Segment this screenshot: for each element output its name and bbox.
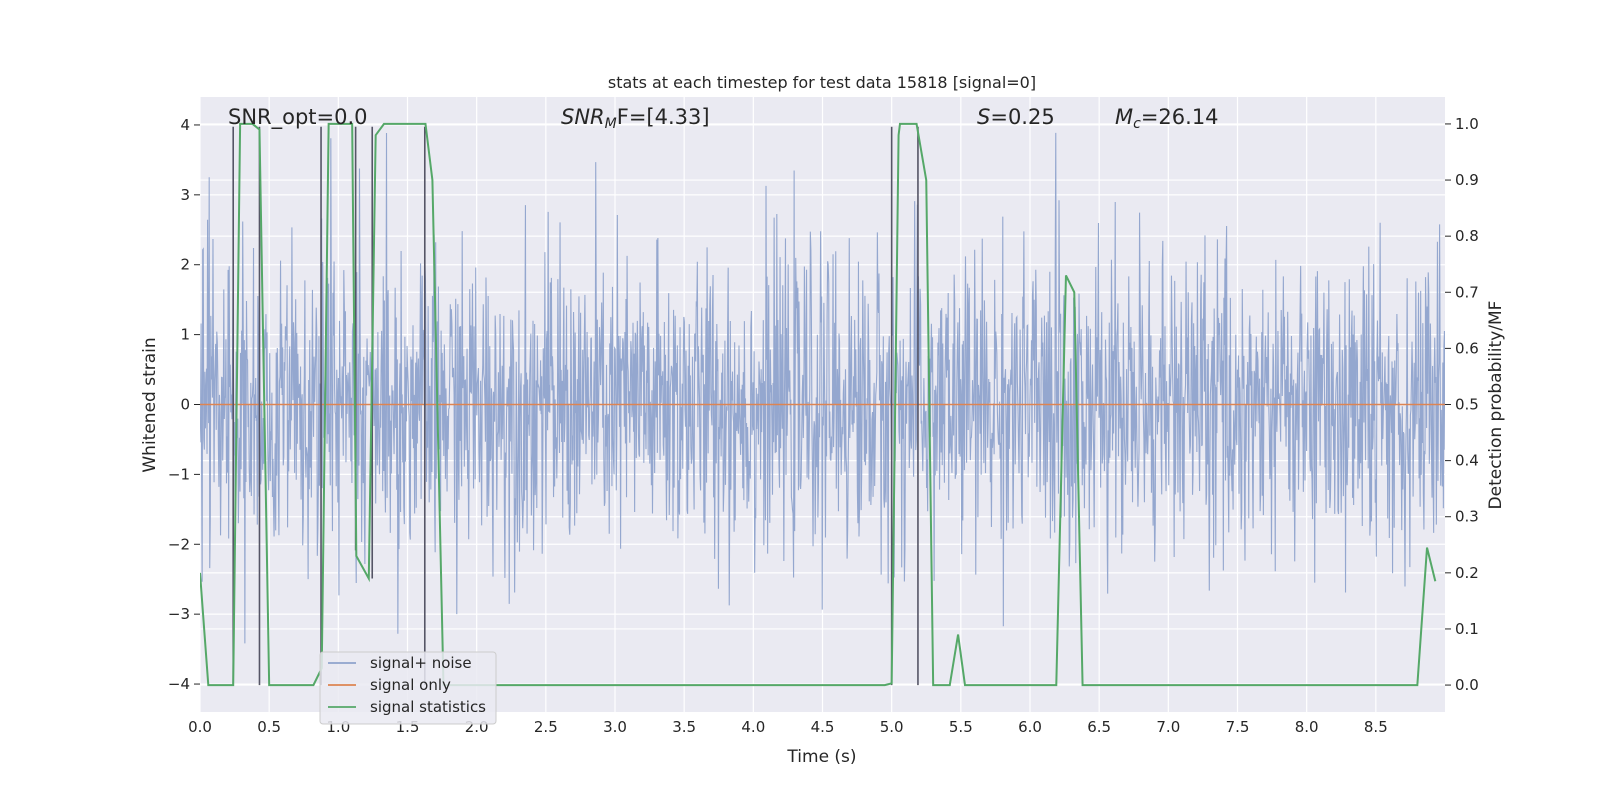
y-right-tick-label: 0.6 bbox=[1455, 339, 1479, 357]
snr-mf-rest: F=[4.33] bbox=[617, 105, 710, 129]
mc-subscript: c bbox=[1133, 116, 1141, 132]
y-right-tick-label: 0.9 bbox=[1455, 171, 1479, 189]
chart-title: stats at each timestep for test data 158… bbox=[608, 73, 1036, 92]
y-right-tick-label: 0.0 bbox=[1455, 676, 1479, 694]
y-axis-left-label: Whitened strain bbox=[140, 337, 160, 472]
x-tick-label: 4.0 bbox=[741, 718, 765, 736]
x-tick-label: 3.5 bbox=[672, 718, 696, 736]
x-tick-label: 8.5 bbox=[1364, 718, 1388, 736]
y-left-tick-label: 2 bbox=[180, 256, 190, 274]
legend: signal+ noise signal only signal statist… bbox=[319, 651, 497, 725]
annotation-snr-opt: SNR_opt=0.0 bbox=[228, 105, 368, 130]
y-right-tick-label: 0.3 bbox=[1455, 508, 1479, 526]
y-axis-right-ticks: 1.0 0.9 0.8 0.7 0.6 0.5 0.4 0.3 0.2 0.1 0.0 bbox=[1445, 115, 1479, 694]
series-signal-plus-noise bbox=[200, 132, 1445, 644]
legend-box bbox=[319, 651, 497, 725]
snr-mf-subscript: M bbox=[605, 116, 617, 132]
x-tick-label: 5.0 bbox=[880, 718, 904, 736]
x-tick-label: 5.5 bbox=[949, 718, 973, 736]
mc-value: =26.14 bbox=[1141, 105, 1219, 129]
y-left-tick-label: −4 bbox=[168, 675, 190, 693]
y-left-tick-label: 4 bbox=[180, 116, 190, 134]
y-right-tick-label: 1.0 bbox=[1455, 115, 1479, 133]
y-left-tick-label: 0 bbox=[180, 396, 190, 414]
y-left-tick-label: −2 bbox=[168, 535, 190, 553]
x-tick-label: 8.0 bbox=[1295, 718, 1319, 736]
y-right-tick-label: 0.5 bbox=[1455, 396, 1479, 414]
y-left-tick-label: −3 bbox=[168, 605, 190, 623]
legend-label-signal-plus-noise: signal+ noise bbox=[370, 654, 472, 672]
x-tick-label: 4.5 bbox=[811, 718, 835, 736]
x-axis-ticks: 0.0 0.5 1.0 1.5 2.0 2.5 3.0 3.5 4.0 4.5 5.0 5.5 6.0 6… bbox=[188, 718, 1388, 736]
y-right-tick-label: 0.7 bbox=[1455, 283, 1479, 301]
x-tick-label: 6.5 bbox=[1087, 718, 1111, 736]
annotation-s: S=0.25 bbox=[977, 105, 1055, 129]
y-right-tick-label: 0.8 bbox=[1455, 227, 1479, 245]
annotation-snr-mf: SNRMF=[4.33] bbox=[561, 105, 710, 132]
x-tick-label: 6.0 bbox=[1018, 718, 1042, 736]
x-tick-label: 2.5 bbox=[534, 718, 558, 736]
y-left-tick-label: 1 bbox=[180, 326, 190, 344]
x-tick-label: 7.0 bbox=[1156, 718, 1180, 736]
annotation-mc: Mc=26.14 bbox=[1115, 105, 1219, 132]
x-tick-label: 7.5 bbox=[1226, 718, 1250, 736]
y-left-tick-label: 3 bbox=[180, 186, 190, 204]
mc-base: M bbox=[1115, 105, 1133, 129]
legend-label-signal-statistics: signal statistics bbox=[370, 698, 486, 716]
legend-label-signal-only: signal only bbox=[370, 676, 451, 694]
y-left-tick-label: −1 bbox=[168, 465, 190, 483]
y-axis-right-label: Detection probability/MF bbox=[1486, 301, 1506, 510]
x-tick-label: 3.0 bbox=[603, 718, 627, 736]
s-value: =0.25 bbox=[990, 105, 1054, 129]
x-tick-label: 0.5 bbox=[257, 718, 281, 736]
y-axis-left-ticks: 4 3 2 1 0 −1 −2 −3 −4 bbox=[168, 116, 200, 693]
x-axis-label: Time (s) bbox=[786, 747, 856, 767]
snr-mf-base: SNR bbox=[561, 105, 605, 129]
y-right-tick-label: 0.1 bbox=[1455, 620, 1479, 638]
y-right-tick-label: 0.2 bbox=[1455, 564, 1479, 582]
s-variable: S bbox=[977, 105, 990, 129]
y-right-tick-label: 0.4 bbox=[1455, 452, 1479, 470]
x-tick-label: 0.0 bbox=[188, 718, 212, 736]
